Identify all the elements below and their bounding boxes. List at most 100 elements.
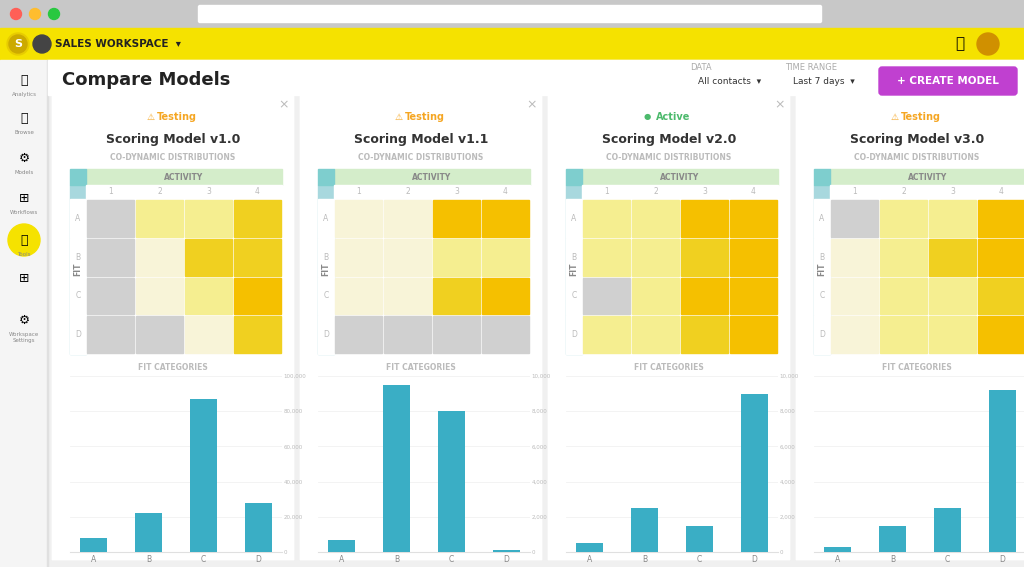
Bar bbox=[185, 239, 232, 276]
Bar bbox=[136, 277, 183, 314]
Text: C: C bbox=[571, 291, 577, 301]
Text: 1: 1 bbox=[109, 188, 113, 197]
Text: ●: ● bbox=[643, 112, 650, 121]
Text: A: A bbox=[571, 214, 577, 223]
Text: CO-DYNAMIC DISTRIBUTIONS: CO-DYNAMIC DISTRIBUTIONS bbox=[854, 153, 980, 162]
Circle shape bbox=[33, 35, 51, 53]
Text: FIT CATEGORIES: FIT CATEGORIES bbox=[386, 363, 456, 373]
FancyBboxPatch shape bbox=[300, 95, 542, 560]
Bar bbox=[318, 277, 334, 315]
Bar bbox=[234, 200, 281, 237]
Text: CO-DYNAMIC DISTRIBUTIONS: CO-DYNAMIC DISTRIBUTIONS bbox=[358, 153, 483, 162]
Bar bbox=[136, 200, 183, 237]
Bar bbox=[831, 239, 878, 276]
Bar bbox=[830, 185, 1024, 199]
Bar bbox=[814, 277, 830, 315]
Bar bbox=[830, 169, 1024, 185]
Text: 4: 4 bbox=[751, 188, 756, 197]
Bar bbox=[681, 239, 728, 276]
Text: B: B bbox=[76, 253, 81, 261]
Bar bbox=[70, 315, 86, 354]
Text: SALES WORKSPACE  ▾: SALES WORKSPACE ▾ bbox=[55, 39, 181, 49]
Circle shape bbox=[7, 33, 29, 55]
Bar bbox=[566, 185, 582, 354]
Bar bbox=[86, 185, 282, 199]
Bar bbox=[929, 200, 976, 237]
Text: ⚙: ⚙ bbox=[18, 151, 30, 164]
Bar bbox=[978, 200, 1024, 237]
Text: Analytics: Analytics bbox=[11, 92, 37, 97]
Text: A: A bbox=[819, 214, 824, 223]
Text: ACTIVITY: ACTIVITY bbox=[413, 172, 452, 181]
FancyBboxPatch shape bbox=[548, 95, 790, 560]
Bar bbox=[740, 393, 768, 552]
Bar bbox=[730, 277, 777, 314]
Bar bbox=[978, 239, 1024, 276]
Text: 1: 1 bbox=[852, 188, 857, 197]
Bar bbox=[831, 277, 878, 314]
Text: 📊: 📊 bbox=[20, 74, 28, 87]
Bar bbox=[929, 239, 976, 276]
Bar bbox=[582, 169, 778, 185]
Text: CO-DYNAMIC DISTRIBUTIONS: CO-DYNAMIC DISTRIBUTIONS bbox=[111, 153, 236, 162]
Bar bbox=[135, 513, 162, 552]
Bar bbox=[70, 277, 86, 315]
Bar bbox=[383, 385, 411, 552]
Circle shape bbox=[977, 33, 999, 55]
Bar bbox=[730, 316, 777, 353]
Bar bbox=[814, 169, 830, 185]
Text: S: S bbox=[14, 39, 22, 49]
Bar bbox=[433, 200, 480, 237]
Text: ACTIVITY: ACTIVITY bbox=[660, 172, 699, 181]
Bar bbox=[0, 28, 1024, 60]
Text: All contacts  ▾: All contacts ▾ bbox=[698, 77, 761, 86]
Bar bbox=[70, 199, 86, 238]
Circle shape bbox=[48, 9, 59, 19]
Bar bbox=[234, 277, 281, 314]
Text: ×: × bbox=[279, 99, 289, 112]
Bar bbox=[87, 200, 134, 237]
Bar bbox=[880, 200, 927, 237]
Text: FIT: FIT bbox=[569, 263, 579, 276]
Bar bbox=[686, 526, 714, 552]
Text: 1: 1 bbox=[604, 188, 609, 197]
Text: Last 7 days  ▾: Last 7 days ▾ bbox=[793, 77, 855, 86]
Bar bbox=[482, 277, 529, 314]
Bar bbox=[48, 60, 1024, 567]
Text: + CREATE MODEL: + CREATE MODEL bbox=[897, 76, 999, 86]
Bar bbox=[189, 399, 217, 552]
Text: Testing: Testing bbox=[406, 112, 445, 122]
Text: Active: Active bbox=[655, 112, 690, 122]
Bar bbox=[48, 60, 1024, 95]
Text: ⊞: ⊞ bbox=[18, 192, 30, 205]
Text: FIT CATEGORIES: FIT CATEGORIES bbox=[634, 363, 703, 373]
Text: 🔔: 🔔 bbox=[955, 36, 965, 52]
Text: B: B bbox=[819, 253, 824, 261]
Bar bbox=[335, 316, 382, 353]
Text: D: D bbox=[571, 330, 577, 339]
Bar bbox=[934, 508, 962, 552]
Text: FIT: FIT bbox=[817, 263, 826, 276]
Bar bbox=[566, 169, 582, 185]
Bar bbox=[334, 185, 530, 199]
Text: CO-DYNAMIC DISTRIBUTIONS: CO-DYNAMIC DISTRIBUTIONS bbox=[606, 153, 731, 162]
Bar bbox=[566, 277, 582, 315]
Bar bbox=[384, 239, 431, 276]
Bar bbox=[632, 316, 679, 353]
Bar bbox=[234, 239, 281, 276]
Bar bbox=[433, 277, 480, 314]
Text: 3: 3 bbox=[950, 188, 955, 197]
Text: 2: 2 bbox=[157, 188, 162, 197]
Bar bbox=[879, 526, 906, 552]
Bar bbox=[583, 316, 630, 353]
Bar bbox=[681, 316, 728, 353]
Bar bbox=[70, 169, 86, 185]
Bar bbox=[583, 239, 630, 276]
Bar bbox=[334, 169, 530, 185]
FancyBboxPatch shape bbox=[796, 95, 1024, 560]
Text: ⚠: ⚠ bbox=[395, 112, 403, 121]
Bar bbox=[575, 543, 603, 552]
Bar bbox=[880, 239, 927, 276]
Bar bbox=[730, 239, 777, 276]
Text: ⚠: ⚠ bbox=[146, 112, 155, 121]
